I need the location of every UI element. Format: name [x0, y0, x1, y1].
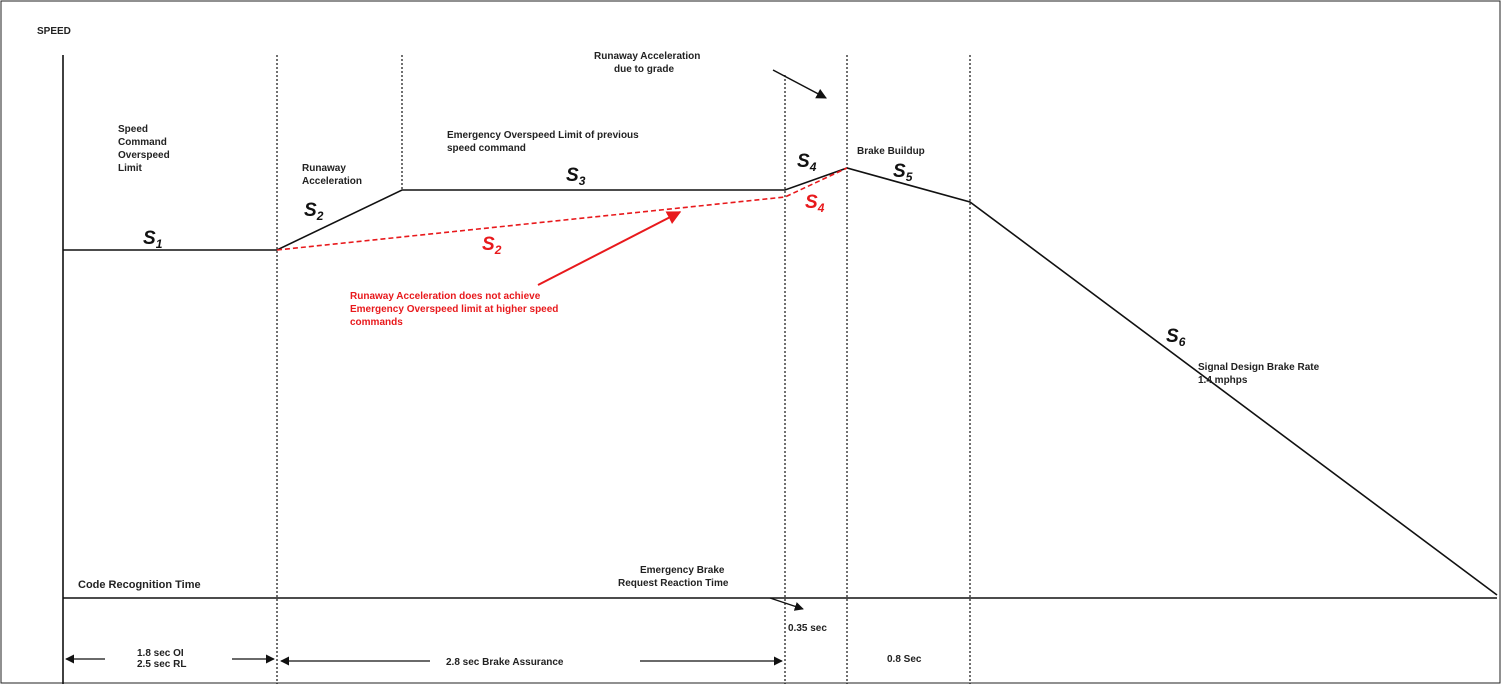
reaction-annotation-arrow: [769, 597, 804, 611]
emergency-reaction-label: Emergency Brake Request Reaction Time: [618, 565, 729, 589]
signal-design-label: Signal Design Brake Rate 1.4 mphps: [1198, 362, 1322, 386]
speed-axis-label: SPEED: [37, 26, 71, 37]
code-recognition-label: Code Recognition Time: [78, 579, 201, 591]
emergency-limit-label: Emergency Overspeed Limit of previous sp…: [447, 130, 642, 154]
brake-assurance-label: 2.8 sec Brake Assurance: [446, 657, 564, 668]
red-annotation-arrow: [537, 211, 682, 286]
segment-s6-label: S6: [1166, 326, 1186, 349]
oi-timing-label: 1.8 sec OI 2.5 sec RL: [137, 648, 186, 670]
segment-s2-label: S2: [304, 200, 324, 223]
buildup-time-label: 0.8 Sec: [887, 654, 922, 665]
reaction-time-label: 0.35 sec: [788, 623, 827, 634]
segment-s3-label: S3: [566, 165, 586, 188]
grade-annotation-arrow: [772, 69, 827, 99]
segment-s4-label: S4: [797, 151, 817, 174]
brake-buildup-label: Brake Buildup: [857, 146, 925, 157]
segment-s4-red-label: S4: [805, 192, 825, 215]
speed-profile-line: [63, 167, 1498, 596]
segment-s2-red-label: S2: [482, 234, 502, 257]
runaway-grade-label: Runaway Acceleration due to grade: [594, 51, 703, 75]
red-note-label: Runaway Acceleration does not achieve Em…: [350, 291, 561, 328]
red-alternate-profile: [276, 167, 848, 251]
speed-command-label: Speed Command Overspeed Limit: [118, 124, 172, 174]
segment-s1-label: S1: [143, 228, 163, 251]
segment-s5-label: S5: [893, 161, 913, 184]
runaway-acceleration-label: Runaway Acceleration: [302, 163, 362, 187]
